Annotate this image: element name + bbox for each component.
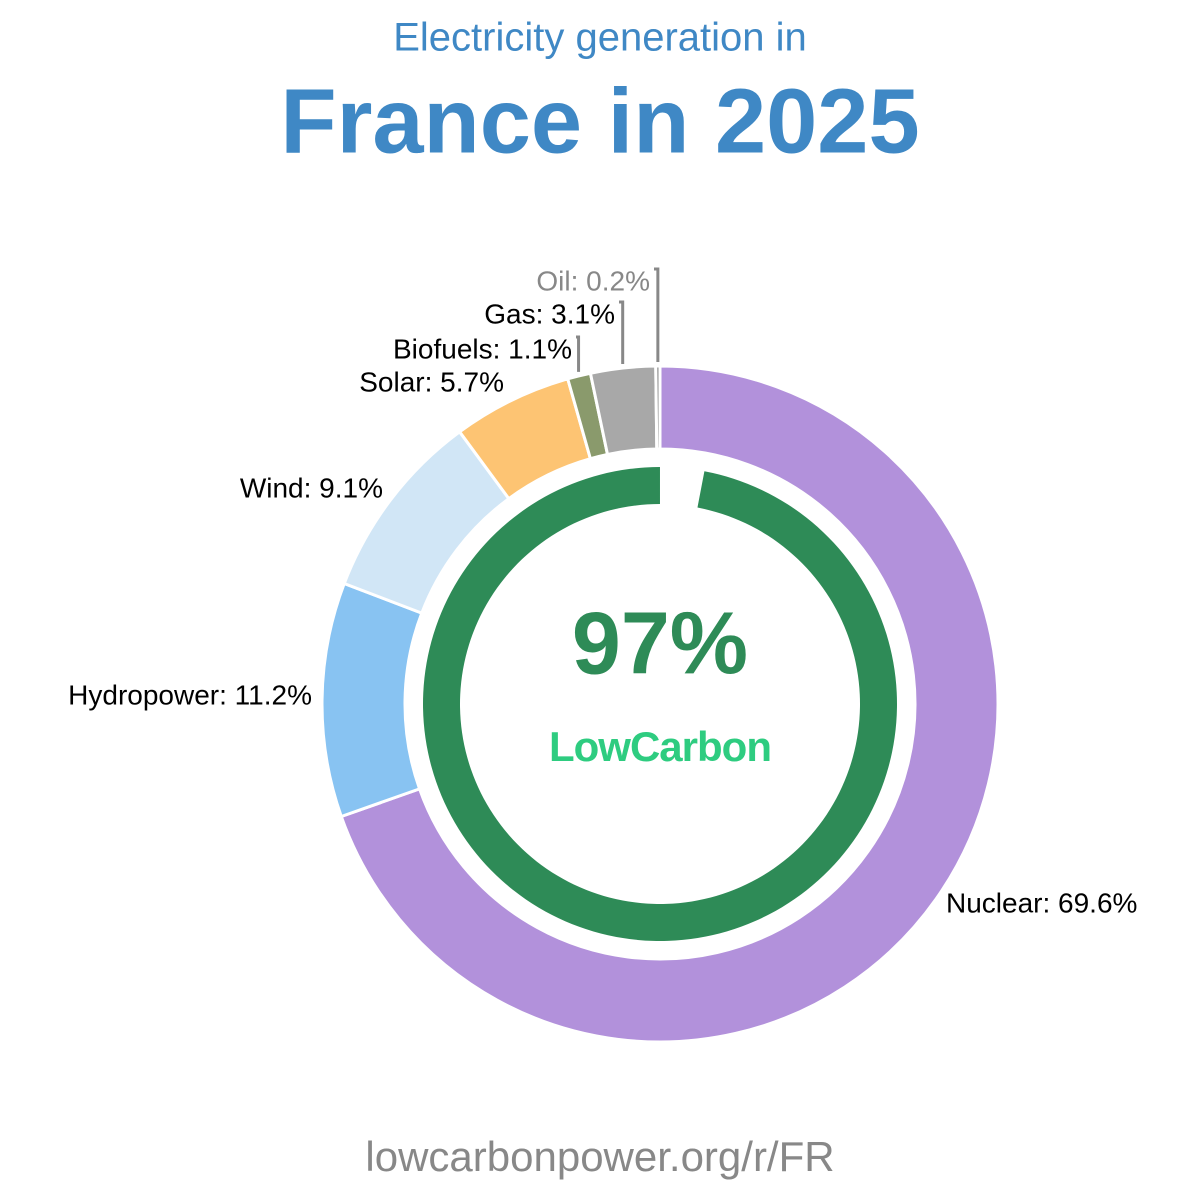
slice-label: Solar: 5.7%	[359, 366, 504, 397]
slice-label: Gas: 3.1%	[484, 298, 615, 329]
center-label: LowCarbon	[549, 723, 771, 770]
leader-line	[619, 300, 625, 365]
chart-title: France in 2025	[280, 70, 919, 172]
slice-label: Nuclear: 69.6%	[946, 887, 1137, 918]
center-value: 97%	[572, 593, 748, 692]
slice-label: Hydropower: 11.2%	[68, 679, 312, 710]
slice-label: Oil: 0.2%	[536, 265, 650, 296]
donut-slice	[320, 581, 424, 819]
donut-slice	[339, 364, 1000, 1044]
source-link: lowcarbonpower.org/r/FR	[365, 1133, 834, 1180]
leader-line	[654, 267, 660, 363]
leader-line	[576, 335, 581, 372]
slice-label: Biofuels: 1.1%	[393, 333, 572, 364]
slice-label: Wind: 9.1%	[240, 472, 383, 503]
chart-subtitle: Electricity generation in	[393, 16, 807, 60]
donut-slice	[654, 364, 662, 451]
low-carbon-ring	[423, 467, 897, 941]
